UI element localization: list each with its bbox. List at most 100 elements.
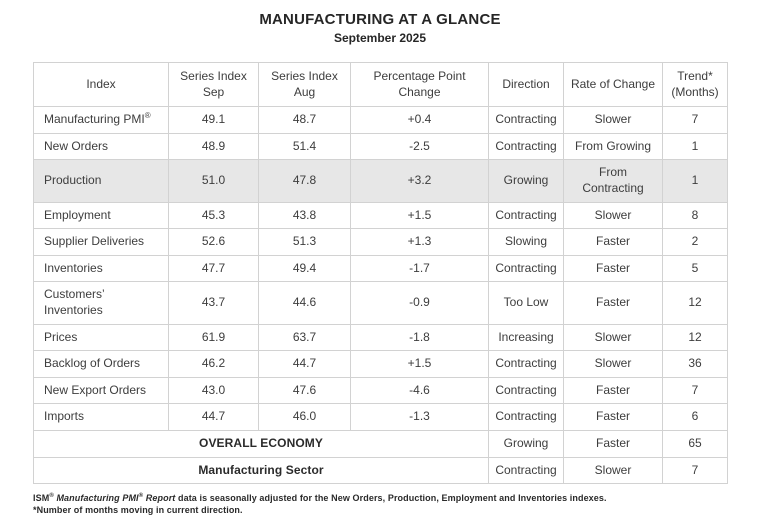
sep-value: 61.9 <box>168 323 259 352</box>
trend-value: 5 <box>662 254 728 283</box>
rate-value: From Growing <box>563 132 663 161</box>
report-italic-text: Report <box>143 493 176 504</box>
trend-value: 8 <box>662 201 728 230</box>
change-value: -1.3 <box>350 403 489 431</box>
direction-value: Slowing <box>488 228 564 256</box>
aug-value: 51.4 <box>258 132 351 161</box>
table-row-backlog-of-orders: Backlog of Orders 46.2 44.7 +1.5 Contrac… <box>33 350 728 378</box>
sep-value: 45.3 <box>168 201 259 230</box>
table-row-new-orders: New Orders 48.9 51.4 -2.5 Contracting Fr… <box>33 132 728 161</box>
trend-value: 7 <box>662 456 728 485</box>
sep-value: 46.2 <box>168 350 259 378</box>
trend-value: 1 <box>662 159 728 203</box>
header-series-index-sep: Series Index Sep <box>168 61 259 108</box>
table-row-supplier-deliveries: Supplier Deliveries 52.6 51.3 +1.3 Slowi… <box>33 228 728 256</box>
sep-value: 43.0 <box>168 376 259 405</box>
trend-value: 65 <box>662 429 728 458</box>
change-value: -1.7 <box>350 254 489 283</box>
rate-value: Slower <box>563 106 663 134</box>
rate-value: Faster <box>563 403 663 431</box>
page-title: MANUFACTURING AT A GLANCE <box>259 11 501 28</box>
header-trend-months: Trend* (Months) <box>662 61 728 108</box>
trend-value: 7 <box>662 106 728 134</box>
change-value: +3.2 <box>350 159 489 203</box>
header-row: Index Series Index Sep Series Index Aug … <box>33 61 728 108</box>
aug-value: 47.6 <box>258 376 351 405</box>
sep-value: 51.0 <box>168 159 259 203</box>
header-percentage-point-change: Percentage Point Change <box>350 61 489 108</box>
index-cell: Customers’ Inventories <box>33 281 169 325</box>
index-cell: Prices <box>33 323 169 352</box>
table-row-production: Production 51.0 47.8 +3.2 Growing From C… <box>33 159 728 203</box>
registered-mark: ® <box>144 111 151 121</box>
manufacturing-at-a-glance-table: Index Series Index Sep Series Index Aug … <box>33 61 728 485</box>
aug-value: 43.8 <box>258 201 351 230</box>
rate-value: Slower <box>563 456 663 485</box>
index-cell: Manufacturing PMI® <box>33 106 169 134</box>
rate-value: Slower <box>563 350 663 378</box>
header-series-index-aug: Series Index Aug <box>258 61 351 108</box>
direction-value: Contracting <box>488 376 564 405</box>
change-value: +1.3 <box>350 228 489 256</box>
header-direction: Direction <box>488 61 564 108</box>
aug-value: 47.8 <box>258 159 351 203</box>
index-cell: New Orders <box>33 132 169 161</box>
sep-value: 49.1 <box>168 106 259 134</box>
direction-value: Too Low <box>488 281 564 325</box>
sep-value: 47.7 <box>168 254 259 283</box>
sep-value: 48.9 <box>168 132 259 161</box>
direction-value: Growing <box>488 159 564 203</box>
table-row-manufacturing-pmi: Manufacturing PMI® 49.1 48.7 +0.4 Contra… <box>33 106 728 134</box>
aug-value: 51.3 <box>258 228 351 256</box>
index-cell: Backlog of Orders <box>33 350 169 378</box>
aug-value: 49.4 <box>258 254 351 283</box>
footnotes: ISM® Manufacturing PMI® Report data is s… <box>33 492 760 516</box>
direction-value: Contracting <box>488 201 564 230</box>
change-value: -4.6 <box>350 376 489 405</box>
rate-value: Faster <box>563 228 663 256</box>
aug-value: 63.7 <box>258 323 351 352</box>
direction-value: Growing <box>488 429 564 458</box>
rate-value: Faster <box>563 254 663 283</box>
table-row-new-export-orders: New Export Orders 43.0 47.6 -4.6 Contrac… <box>33 376 728 405</box>
table-row-inventories: Inventories 47.7 49.4 -1.7 Contracting F… <box>33 254 728 283</box>
index-label: Manufacturing PMI <box>44 112 145 127</box>
change-value: +1.5 <box>350 201 489 230</box>
trend-value: 12 <box>662 323 728 352</box>
header-index: Index <box>33 61 169 108</box>
manufacturing-at-a-glance-page: MANUFACTURING AT A GLANCE September 2025… <box>0 11 760 532</box>
index-cell: Employment <box>33 201 169 230</box>
direction-value: Contracting <box>488 456 564 485</box>
trend-value: 6 <box>662 403 728 431</box>
direction-value: Increasing <box>488 323 564 352</box>
aug-value: 48.7 <box>258 106 351 134</box>
change-value: -0.9 <box>350 281 489 325</box>
index-cell: Production <box>33 159 169 203</box>
direction-value: Contracting <box>488 403 564 431</box>
direction-value: Contracting <box>488 132 564 161</box>
change-value: +1.5 <box>350 350 489 378</box>
rate-value: Faster <box>563 281 663 325</box>
sep-value: 52.6 <box>168 228 259 256</box>
table-row-customers-inventories: Customers’ Inventories 43.7 44.6 -0.9 To… <box>33 281 728 325</box>
rate-value: Slower <box>563 323 663 352</box>
change-value: -1.8 <box>350 323 489 352</box>
footnote-line-1: ISM® Manufacturing PMI® Report data is s… <box>33 492 760 504</box>
summary-row-overall-economy: OVERALL ECONOMY Growing Faster 65 <box>33 429 728 458</box>
index-cell: New Export Orders <box>33 376 169 405</box>
rate-value: Faster <box>563 429 663 458</box>
ism-text: ISM <box>33 493 50 504</box>
sep-value: 43.7 <box>168 281 259 325</box>
table-row-prices: Prices 61.9 63.7 -1.8 Increasing Slower … <box>33 323 728 352</box>
direction-value: Contracting <box>488 350 564 378</box>
summary-row-manufacturing-sector: Manufacturing Sector Contracting Slower … <box>33 456 728 485</box>
trend-value: 36 <box>662 350 728 378</box>
pmi-italic-text: Manufacturing PMI <box>53 493 139 504</box>
rate-value: Faster <box>563 376 663 405</box>
registered-mark: ® <box>138 493 144 500</box>
rate-value: Slower <box>563 201 663 230</box>
aug-value: 46.0 <box>258 403 351 431</box>
table-row-employment: Employment 45.3 43.8 +1.5 Contracting Sl… <box>33 201 728 230</box>
trend-value: 7 <box>662 376 728 405</box>
summary-label: OVERALL ECONOMY <box>33 429 489 458</box>
